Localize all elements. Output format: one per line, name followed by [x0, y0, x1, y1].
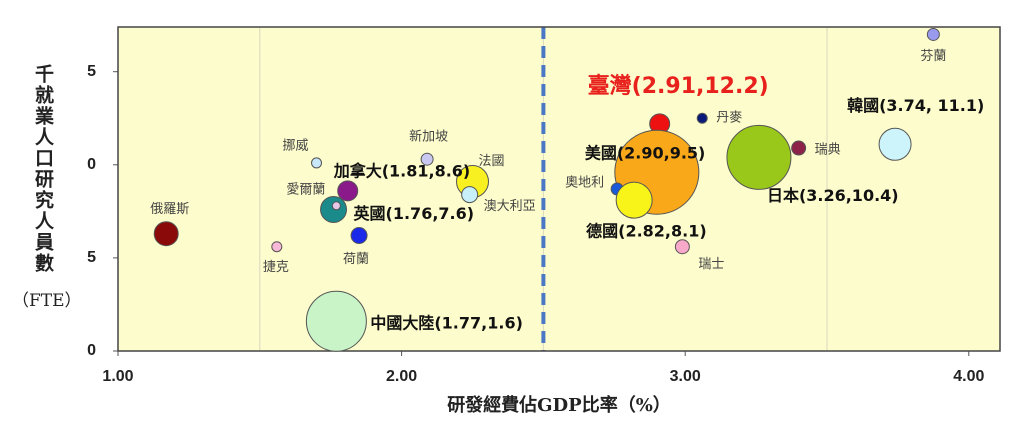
x-tick-label: 3.00 — [670, 368, 701, 385]
point-label: 韓國(3.74, 11.1) — [847, 96, 984, 115]
point-label: 丹麥 — [716, 110, 742, 126]
bubble — [153, 221, 179, 247]
point-label: 奧地利 — [565, 176, 604, 191]
point-label: 新加坡 — [409, 129, 448, 145]
plot-border — [117, 26, 1001, 352]
bubble — [337, 180, 359, 202]
point-label: 挪威 — [283, 138, 309, 153]
y-tick-label: 0 — [87, 156, 96, 173]
point-label: 德國(2.82,8.1) — [586, 222, 707, 241]
point-label: 荷蘭 — [343, 251, 369, 267]
point-label: 中國大陸(1.77,1.6) — [370, 314, 523, 333]
y-axis-unit: （FTE） — [12, 291, 82, 311]
point-label: 愛爾蘭 — [286, 181, 325, 197]
point-label: 英國(1.76,7.6) — [353, 204, 475, 223]
plot-area — [118, 27, 1000, 351]
x-tick-label: 1.00 — [102, 368, 133, 385]
y-tick-label: 5 — [87, 63, 96, 80]
bubble — [461, 186, 479, 204]
point-label: 美國(2.90,9.5) — [585, 144, 706, 163]
point-label: 俄羅斯 — [150, 202, 189, 217]
bubble — [674, 239, 690, 255]
y-tick-label: 0 — [87, 342, 96, 359]
bubble — [791, 140, 807, 156]
y-tick-label: 5 — [87, 249, 96, 266]
point-label: 瑞典 — [815, 143, 841, 158]
bubble — [311, 157, 323, 169]
point-label: 臺灣(2.91,12.2) — [588, 74, 769, 99]
x-tick-label: 2.00 — [386, 368, 417, 385]
bubble — [615, 181, 653, 219]
point-label: 澳大利亞 — [484, 198, 536, 214]
point-label: 捷克 — [263, 260, 289, 275]
point-label: 瑞士 — [698, 257, 724, 272]
x-axis-label: 研發經費佔GDP比率（%） — [447, 394, 671, 416]
point-label: 日本(3.26,10.4) — [767, 186, 899, 205]
bubble — [350, 227, 368, 245]
bubble — [878, 127, 912, 161]
bubble — [331, 201, 341, 211]
x-tick-label: 4.00 — [953, 368, 984, 385]
bubble — [305, 290, 367, 352]
bubble — [420, 152, 434, 166]
bubble — [726, 124, 792, 190]
bubble — [926, 27, 940, 41]
point-label: 法國 — [479, 154, 505, 169]
point-label: 芬蘭 — [920, 48, 946, 64]
bubble — [696, 112, 708, 124]
bubble — [271, 241, 283, 253]
y-axis-label: 千就業人口研究人員數 — [32, 64, 54, 274]
bubble — [320, 195, 348, 223]
point-label: 加拿大(1.81,8.6) — [333, 161, 471, 180]
